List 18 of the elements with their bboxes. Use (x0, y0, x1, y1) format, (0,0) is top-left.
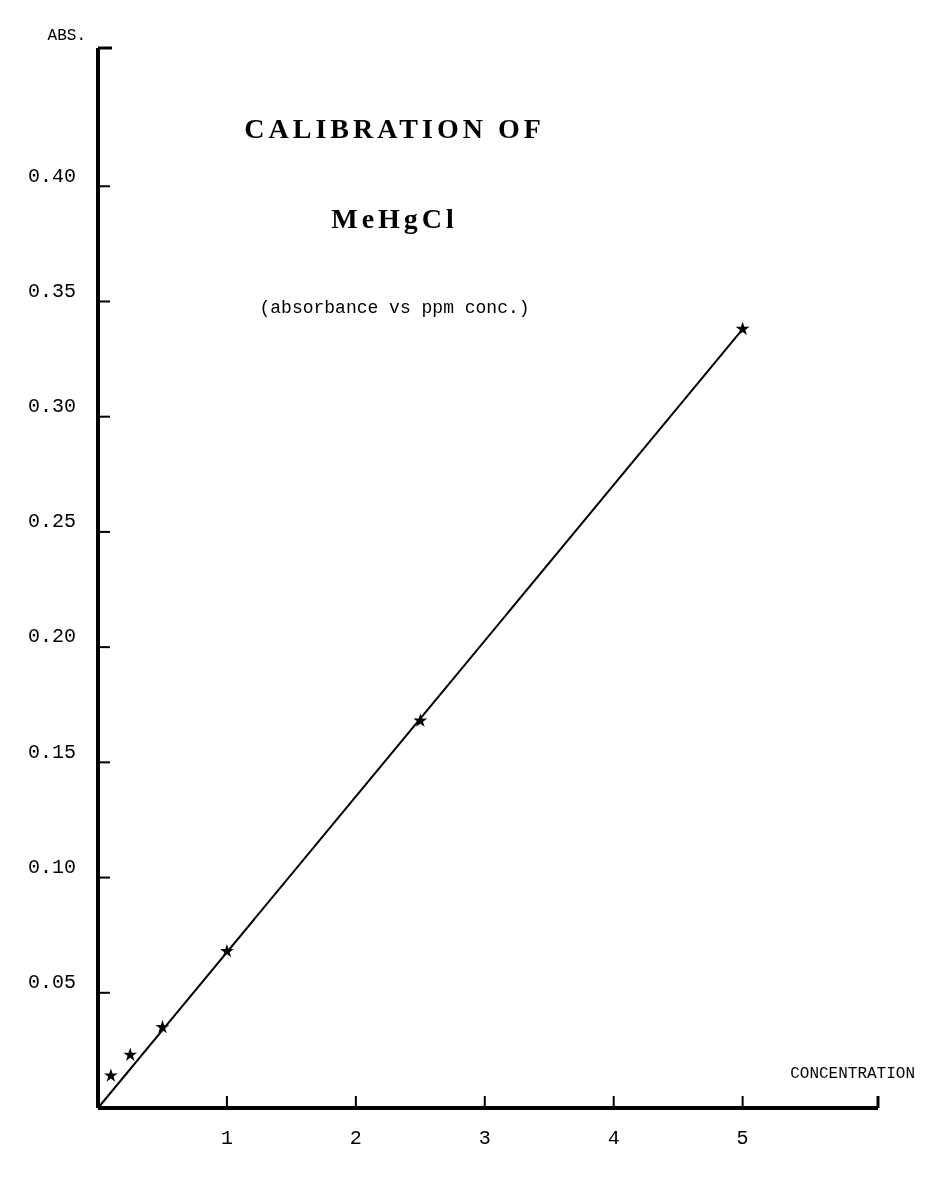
y-tick-label: 0.20 (27, 625, 76, 649)
x-tick-label: 4 (607, 1127, 620, 1150)
x-axis-title: CONCENTRATION (790, 1065, 915, 1083)
annotation: (absorbance vs ppm conc.) (259, 298, 530, 318)
text: CALIBRATION OF (244, 113, 545, 144)
y-tick-label: 0.35 (27, 279, 76, 303)
y-tick-label: 0.30 (27, 394, 76, 418)
y-tick-label: 0.25 (27, 510, 76, 534)
text: MeHgCl (331, 203, 458, 234)
y-axis-title: ABS. (47, 27, 86, 45)
x-tick-label: 2 (349, 1127, 362, 1150)
y-tick-label: 0.05 (27, 971, 76, 995)
y-tick-label: 0.40 (27, 164, 76, 188)
y-tick-label: 0.15 (27, 740, 76, 764)
y-tick-label: 0.10 (27, 855, 76, 879)
x-tick-label: 5 (736, 1127, 749, 1150)
x-tick-label: 3 (478, 1127, 491, 1150)
x-tick-label: 1 (220, 1127, 233, 1150)
